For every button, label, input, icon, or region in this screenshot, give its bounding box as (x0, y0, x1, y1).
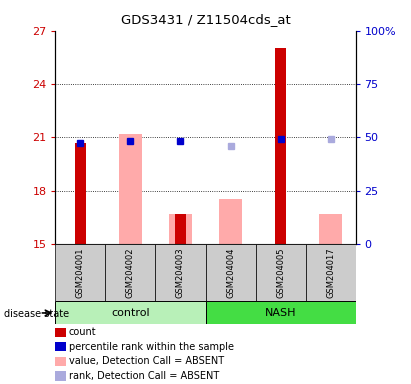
Text: disease state: disease state (4, 309, 69, 319)
Text: GDS3431 / Z11504cds_at: GDS3431 / Z11504cds_at (120, 13, 291, 26)
Text: value, Detection Call = ABSENT: value, Detection Call = ABSENT (69, 356, 224, 366)
Text: GSM204003: GSM204003 (176, 247, 185, 298)
Text: GSM204005: GSM204005 (276, 247, 285, 298)
Text: GSM204004: GSM204004 (226, 247, 235, 298)
Bar (256, 244, 305, 301)
Bar (155, 244, 206, 301)
Bar (219, 199, 242, 244)
Bar (175, 214, 186, 244)
Text: GSM204017: GSM204017 (326, 247, 335, 298)
Text: control: control (111, 308, 150, 318)
Bar (169, 214, 192, 244)
Bar (305, 244, 356, 301)
Bar (55, 301, 206, 324)
Text: rank, Detection Call = ABSENT: rank, Detection Call = ABSENT (69, 371, 219, 381)
Bar (55, 244, 106, 301)
Text: count: count (69, 327, 96, 337)
Text: GSM204001: GSM204001 (76, 247, 85, 298)
Bar (75, 142, 86, 244)
Bar (206, 301, 356, 324)
Bar (206, 244, 256, 301)
Bar (119, 134, 142, 244)
Text: percentile rank within the sample: percentile rank within the sample (69, 342, 233, 352)
Text: NASH: NASH (265, 308, 296, 318)
Bar (319, 214, 342, 244)
Bar (275, 48, 286, 244)
Bar (106, 244, 155, 301)
Text: GSM204002: GSM204002 (126, 247, 135, 298)
